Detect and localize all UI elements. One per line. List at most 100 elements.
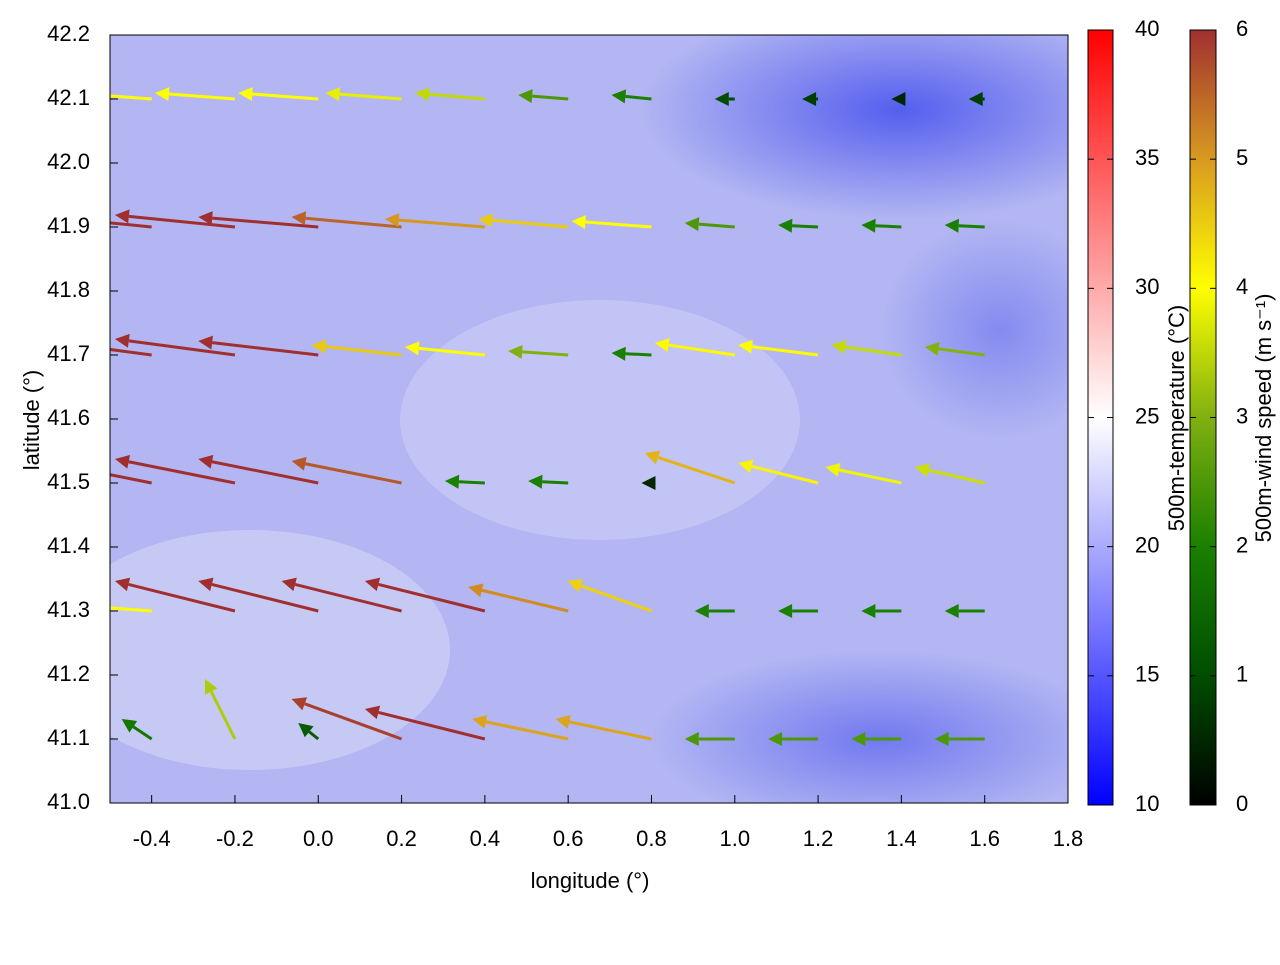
- colorbar-tick-label: 25: [1135, 403, 1159, 428]
- arrow-shaft: [491, 218, 569, 229]
- y-tick-label: 41.6: [47, 405, 90, 430]
- colorbar-tick-label: 5: [1236, 145, 1248, 170]
- arrow-shaft: [211, 341, 319, 357]
- wind-arrow: [914, 463, 986, 485]
- arrow-head: [684, 732, 699, 746]
- arrow-shaft: [938, 347, 985, 357]
- arrow-head: [281, 577, 297, 592]
- colorbar-tick-label: 15: [1135, 662, 1159, 687]
- arrow-head: [204, 679, 218, 695]
- arrow-head: [851, 732, 866, 746]
- arrow-shaft: [568, 720, 652, 741]
- arrow-shaft: [128, 582, 236, 613]
- arrow-head: [291, 211, 307, 226]
- wind-arrow: [831, 340, 902, 357]
- wind-arrow: [384, 213, 485, 229]
- y-tick-label: 42.2: [47, 21, 90, 46]
- arrow-head: [468, 583, 484, 598]
- arrow-shaft: [542, 480, 569, 485]
- arrow-shaft: [481, 588, 569, 613]
- wind-arrow: [861, 604, 902, 618]
- wind-arrow: [944, 218, 985, 233]
- arrow-head: [802, 92, 817, 106]
- arrow-shaft: [928, 468, 986, 485]
- y-tick-label: 41.0: [47, 789, 90, 814]
- wind-arrow: [738, 339, 819, 357]
- wind-arrow: [768, 732, 819, 746]
- wind-arrow: [891, 92, 906, 106]
- arrow-head: [644, 450, 661, 465]
- arrow-shaft: [625, 352, 652, 357]
- arrow-head: [914, 463, 930, 477]
- arrow-shaft: [751, 345, 819, 357]
- arrow-shaft: [110, 606, 152, 613]
- arrow-shaft: [110, 221, 152, 229]
- arrow-head: [611, 89, 627, 104]
- wind-arrow: [114, 333, 236, 357]
- colorbar-tick-label: 30: [1135, 274, 1159, 299]
- colorbar-tick-label: 4: [1236, 274, 1248, 299]
- wind-arrow: [110, 94, 152, 101]
- wind-arrow: [281, 577, 402, 613]
- wind-arrow: [528, 474, 569, 489]
- arrow-head: [778, 218, 793, 233]
- wind-arrow: [291, 211, 402, 229]
- arrow-head: [198, 335, 213, 350]
- colorbar-tick-label: 10: [1135, 791, 1159, 816]
- y-tick-label: 41.9: [47, 213, 90, 238]
- arrow-shaft: [668, 343, 736, 357]
- arrow-shaft: [128, 339, 236, 357]
- y-tick-label: 41.8: [47, 277, 90, 302]
- arrow-head: [934, 732, 949, 746]
- arrow-shaft: [209, 690, 237, 740]
- arrow-head: [121, 719, 138, 733]
- wind-colorbar-label: 500m-wind speed (m s⁻¹): [1251, 294, 1276, 543]
- wind-arrow: [934, 732, 985, 746]
- arrow-shaft: [211, 460, 319, 485]
- wind-arrow: [198, 577, 319, 613]
- arrow-shaft: [958, 224, 985, 229]
- arrow-head: [654, 338, 670, 352]
- arrow-shaft: [532, 94, 569, 101]
- x-tick-label: 0.8: [636, 826, 667, 851]
- wind-arrow: [714, 92, 735, 106]
- wind-arrow: [298, 723, 320, 741]
- wind-arrow: [204, 679, 237, 740]
- x-tick-label: 1.6: [969, 826, 1000, 851]
- wind-arrow: [114, 577, 236, 613]
- wind-arrow: [364, 577, 486, 613]
- arrow-shaft: [875, 224, 902, 229]
- x-tick-label: 0.0: [303, 826, 334, 851]
- temperature-field: [110, 35, 1068, 803]
- arrow-head: [768, 732, 783, 746]
- arrow-head: [414, 87, 430, 102]
- arrow-head: [738, 459, 754, 474]
- wind-arrow: [571, 215, 652, 230]
- colorbar-tick-label: 0: [1236, 791, 1248, 816]
- wind-arrow: [110, 347, 152, 357]
- colorbar-tick-label: 20: [1135, 532, 1159, 557]
- wind-arrow: [508, 344, 569, 359]
- wind-arrow: [364, 705, 486, 741]
- arrow-shaft: [418, 346, 486, 357]
- wind-arrow: [641, 476, 656, 490]
- arrow-shaft: [304, 702, 403, 741]
- arrow-head: [567, 579, 584, 593]
- y-tick-label: 42.1: [47, 85, 90, 110]
- wind-arrow: [684, 217, 735, 232]
- wind-arrow: [684, 732, 735, 746]
- wind-arrow: [468, 583, 569, 613]
- arrow-head: [291, 697, 308, 711]
- wind-arrow: [611, 89, 652, 104]
- arrow-head: [198, 454, 214, 469]
- arrow-head: [364, 705, 381, 720]
- wind-arrow: [518, 89, 569, 104]
- arrow-shaft: [110, 94, 152, 101]
- arrow-shaft: [252, 92, 319, 101]
- x-tick-label: 1.0: [719, 826, 750, 851]
- arrow-shaft: [428, 92, 485, 101]
- wind-arrow: [114, 454, 236, 485]
- wind-arrow: [198, 335, 319, 357]
- wind-arrow: [478, 213, 569, 229]
